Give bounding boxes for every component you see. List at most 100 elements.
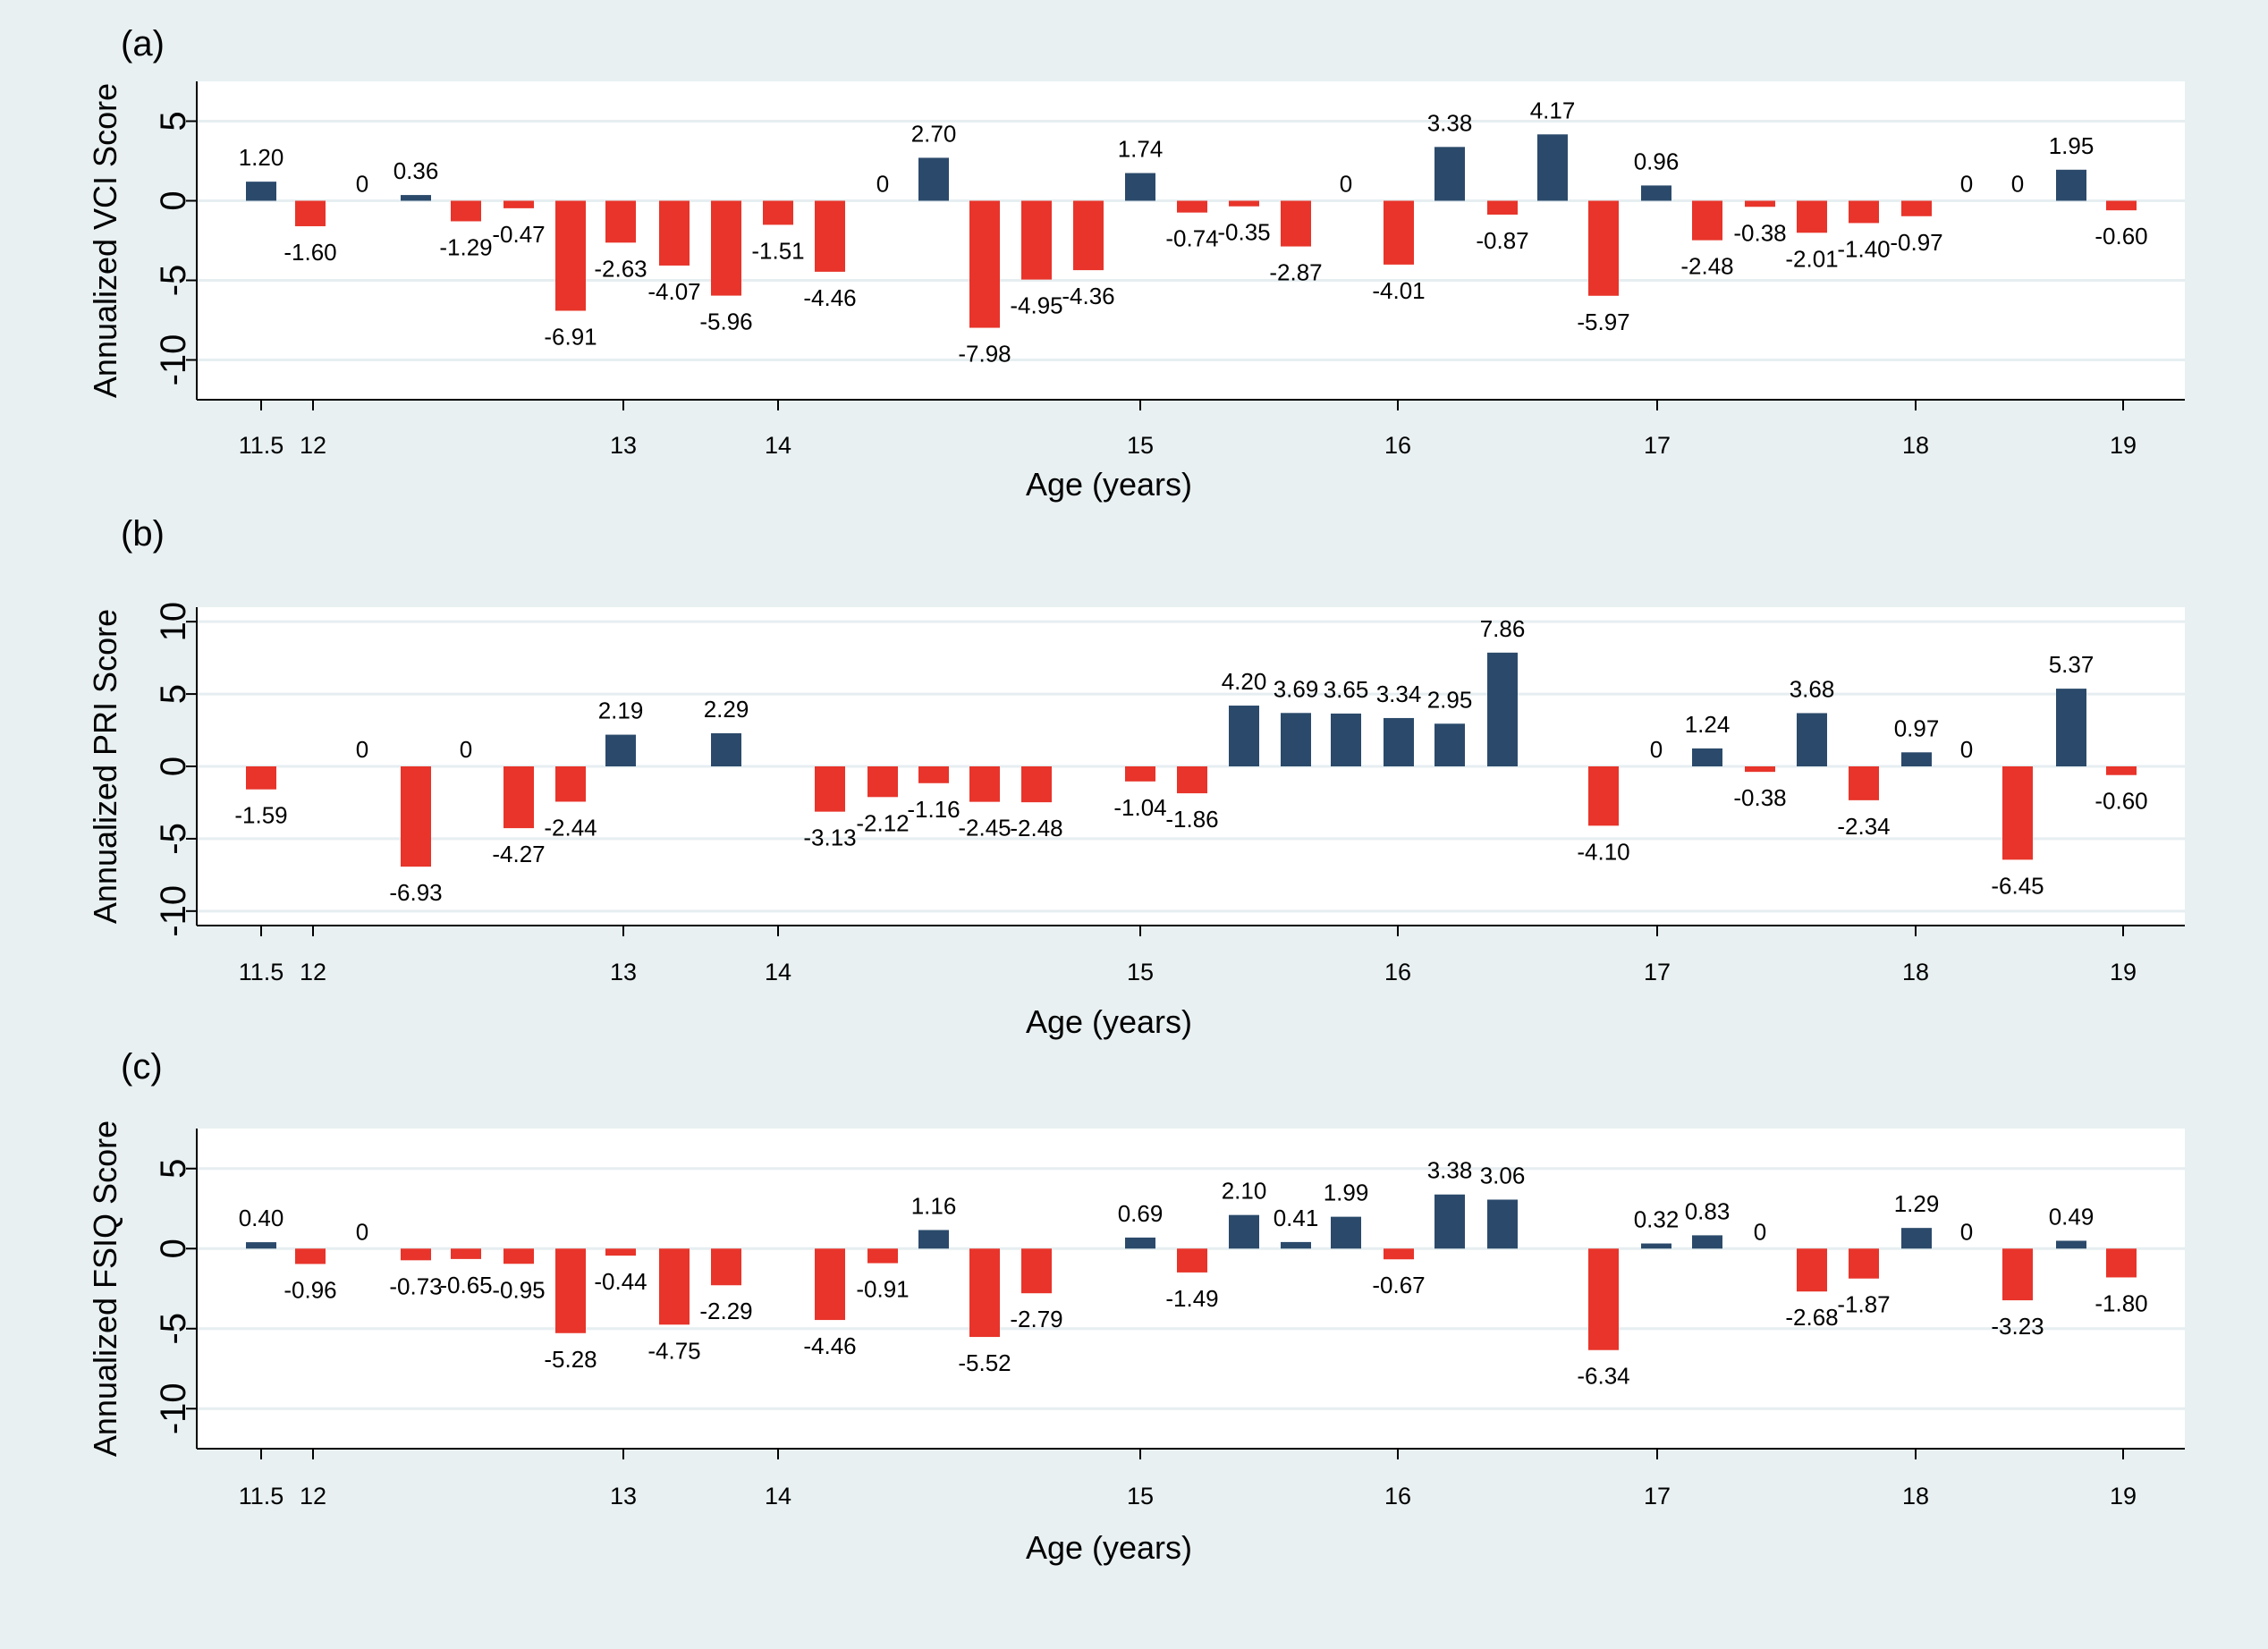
data-label: 3.65 xyxy=(1324,676,1369,703)
data-label: 1.24 xyxy=(1685,711,1731,738)
x-tick-label: 18 xyxy=(1902,1483,1929,1509)
data-label: 0 xyxy=(356,171,368,198)
data-label: -4.27 xyxy=(492,841,545,867)
bar xyxy=(2106,1248,2137,1278)
data-label: 0 xyxy=(356,736,368,763)
data-label: 1.20 xyxy=(239,144,284,171)
bar xyxy=(763,200,793,225)
bar xyxy=(1487,200,1518,215)
data-label: -1.16 xyxy=(907,796,960,823)
x-tick-label: 18 xyxy=(1902,959,1929,985)
data-label: -1.40 xyxy=(1837,235,1890,262)
bar xyxy=(504,766,534,829)
bar xyxy=(1537,134,1568,201)
x-tick-label: 17 xyxy=(1644,1483,1671,1509)
x-tick-label: 13 xyxy=(610,959,637,985)
bar xyxy=(1125,173,1155,201)
bar xyxy=(2056,1240,2086,1249)
data-label: -5.97 xyxy=(1577,309,1629,335)
bar xyxy=(1281,1241,1311,1249)
bar xyxy=(1901,752,1932,766)
y-tick-label: 0 xyxy=(154,1239,193,1258)
bar xyxy=(605,1248,636,1256)
data-label: 2.95 xyxy=(1427,686,1473,713)
bar xyxy=(2002,766,2033,860)
bar xyxy=(1229,200,1259,207)
bar xyxy=(867,766,898,798)
data-label: -1.59 xyxy=(234,802,287,829)
data-label: -6.93 xyxy=(389,879,442,906)
bar xyxy=(1434,1194,1465,1249)
bar xyxy=(969,200,1000,328)
data-label: -4.36 xyxy=(1062,283,1114,309)
bar xyxy=(711,732,741,766)
x-axis-label: Age (years) xyxy=(1026,466,1192,503)
data-label: 3.69 xyxy=(1274,675,1319,702)
data-label: -0.60 xyxy=(2095,223,2147,249)
data-label: 3.38 xyxy=(1427,1157,1473,1184)
bar xyxy=(1901,1228,1932,1249)
x-tick-label: 19 xyxy=(2110,959,2137,985)
data-label: -0.96 xyxy=(284,1276,336,1303)
bar xyxy=(1797,200,1827,233)
data-label: -0.74 xyxy=(1165,225,1218,252)
x-tick-label: 17 xyxy=(1644,432,1671,459)
y-tick-label: -5 xyxy=(154,823,193,855)
data-label: 0 xyxy=(460,736,472,763)
x-tick-label: 11.5 xyxy=(239,1483,284,1509)
data-label: -0.38 xyxy=(1733,784,1786,811)
data-label: -1.51 xyxy=(751,237,804,264)
y-tick-label: 10 xyxy=(154,602,193,642)
bar xyxy=(246,1242,276,1249)
data-label: -1.29 xyxy=(439,233,492,260)
x-tick-label: 11.5 xyxy=(239,959,284,985)
data-label: 0.41 xyxy=(1274,1205,1319,1231)
x-tick-label: 16 xyxy=(1384,1483,1411,1509)
data-label: 3.68 xyxy=(1790,675,1835,702)
x-tick-label: 15 xyxy=(1127,959,1154,985)
y-tick-label: -10 xyxy=(154,885,193,937)
bar xyxy=(401,1248,431,1261)
data-label: -4.46 xyxy=(803,284,856,311)
data-label: -0.91 xyxy=(856,1276,909,1303)
bar xyxy=(1331,713,1361,766)
data-label: 0 xyxy=(2011,171,2024,198)
data-label: -0.87 xyxy=(1476,227,1528,254)
bar xyxy=(2106,200,2137,211)
bar xyxy=(246,182,276,201)
bar xyxy=(969,766,1000,802)
data-label: -1.04 xyxy=(1113,794,1166,821)
x-tick-label: 14 xyxy=(765,959,791,985)
y-tick-label: -10 xyxy=(154,334,193,386)
bar xyxy=(659,200,690,266)
data-label: 0 xyxy=(1960,1218,1973,1245)
panel-label: (c) xyxy=(121,1047,163,1087)
x-tick-label: 16 xyxy=(1384,959,1411,985)
data-label: 0 xyxy=(1340,171,1352,198)
y-tick-label: 5 xyxy=(154,684,193,704)
bar xyxy=(1692,200,1722,241)
bar xyxy=(1384,717,1414,766)
data-label: -0.97 xyxy=(1890,229,1942,256)
data-label: -4.75 xyxy=(647,1337,700,1364)
data-label: -4.46 xyxy=(803,1332,856,1359)
bar xyxy=(1125,766,1155,782)
data-label: -6.45 xyxy=(1991,872,2044,899)
bar xyxy=(2056,689,2086,766)
data-label: -4.95 xyxy=(1010,292,1062,319)
data-label: -5.28 xyxy=(544,1346,597,1373)
x-tick-label: 13 xyxy=(610,1483,637,1509)
data-label: 0 xyxy=(1960,171,1973,198)
data-label: 1.99 xyxy=(1324,1180,1369,1206)
data-label: 2.29 xyxy=(704,696,749,723)
data-label: -0.35 xyxy=(1217,219,1270,246)
data-label: -2.68 xyxy=(1785,1304,1838,1331)
data-label: -2.34 xyxy=(1837,813,1890,840)
data-label: -1.49 xyxy=(1165,1285,1218,1312)
data-label: -2.44 xyxy=(544,814,597,841)
x-tick-label: 18 xyxy=(1902,432,1929,459)
bar xyxy=(1021,766,1052,803)
bar xyxy=(295,200,326,226)
bar xyxy=(969,1248,1000,1338)
